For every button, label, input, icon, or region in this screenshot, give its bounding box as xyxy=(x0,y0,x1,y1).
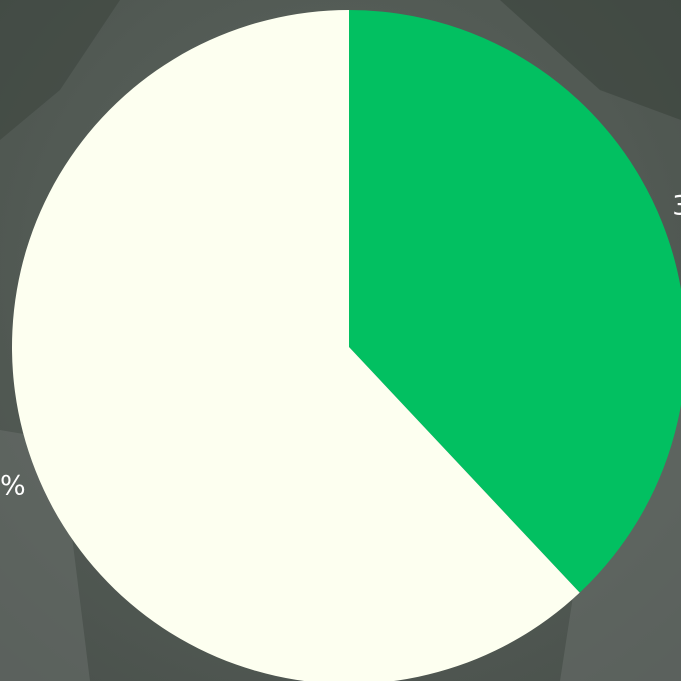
data-label: 62% xyxy=(0,470,26,501)
chart: 38% 62% xyxy=(0,0,681,681)
data-label: 38% xyxy=(672,191,681,222)
page: {"chart_data": {"type": "pie", "values":… xyxy=(0,0,681,681)
